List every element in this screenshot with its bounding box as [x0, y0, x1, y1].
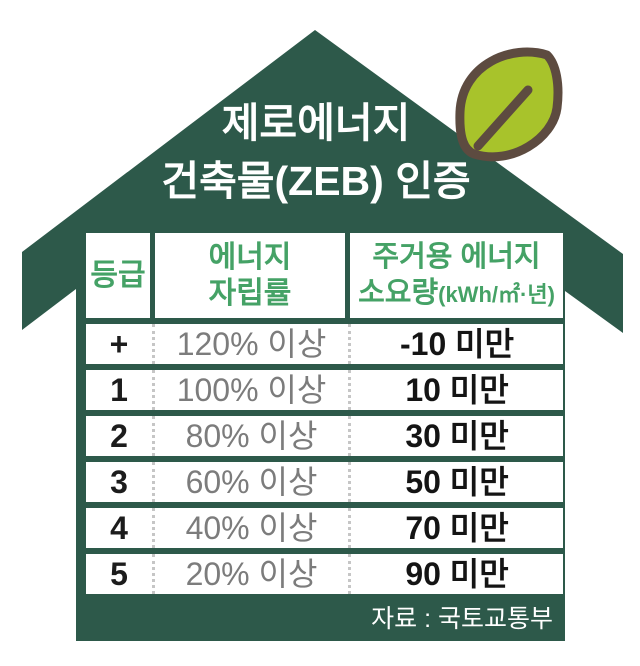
independence-cell: 40% 이상 [152, 508, 348, 548]
table-row: 5 20% 이상 90 미만 [86, 554, 563, 594]
grade-cell: 1 [110, 372, 128, 408]
grade-cell: 2 [110, 418, 128, 454]
certification-table: 등급 에너지 자립률 주거용 에너지 소요량(kWh/㎡·년) + 120% 이… [76, 228, 565, 641]
table-row: 1 100% 이상 10 미만 [86, 370, 563, 410]
independence-cell: 80% 이상 [152, 416, 348, 456]
consumption-cell: 90 미만 [348, 554, 563, 594]
source-label: 자료 : 국토교통부 [371, 605, 553, 633]
independence-cell: 120% 이상 [152, 324, 348, 364]
header-independence: 에너지 자립률 [155, 233, 345, 318]
header-grade-label: 등급 [90, 258, 146, 292]
independence-cell: 100% 이상 [152, 370, 348, 410]
header-grade: 등급 [86, 233, 150, 318]
table-row: 3 60% 이상 50 미만 [86, 462, 563, 502]
independence-cell: 60% 이상 [152, 462, 348, 502]
consumption-cell: 30 미만 [348, 416, 563, 456]
table-row: + 120% 이상 -10 미만 [86, 324, 563, 364]
header-consumption-unit: (kWh/㎡·년) [438, 281, 555, 307]
leaf-body [455, 47, 563, 162]
consumption-cell: 70 미만 [348, 508, 563, 548]
header-consumption-line1: 주거용 에너지 [372, 240, 541, 273]
consumption-cell: -10 미만 [348, 324, 563, 364]
page-title: 제로에너지 건축물(ZEB) 인증 [0, 94, 632, 210]
header-independence-line1: 에너지 [208, 240, 292, 274]
grade-cell: 4 [110, 510, 128, 546]
table-row: 4 40% 이상 70 미만 [86, 508, 563, 548]
grade-cell: 5 [110, 556, 128, 592]
leaf-vein [473, 85, 533, 151]
header-independence-line2: 자립률 [208, 276, 292, 310]
grade-cell: 3 [110, 464, 128, 500]
consumption-cell: 10 미만 [348, 370, 563, 410]
table-row: 2 80% 이상 30 미만 [86, 416, 563, 456]
roof-shape [22, 30, 623, 333]
header-consumption: 주거용 에너지 소요량(kWh/㎡·년) [350, 233, 563, 318]
grade-cell: + [109, 326, 129, 362]
independence-cell: 20% 이상 [152, 554, 348, 594]
title-line-2: 건축물(ZEB) 인증 [161, 158, 471, 204]
header-consumption-line2: 소요량(kWh/㎡·년) [358, 276, 555, 309]
consumption-cell: 50 미만 [348, 462, 563, 502]
leaf-icon [455, 47, 563, 162]
title-line-1: 제로에너지 [221, 100, 411, 146]
